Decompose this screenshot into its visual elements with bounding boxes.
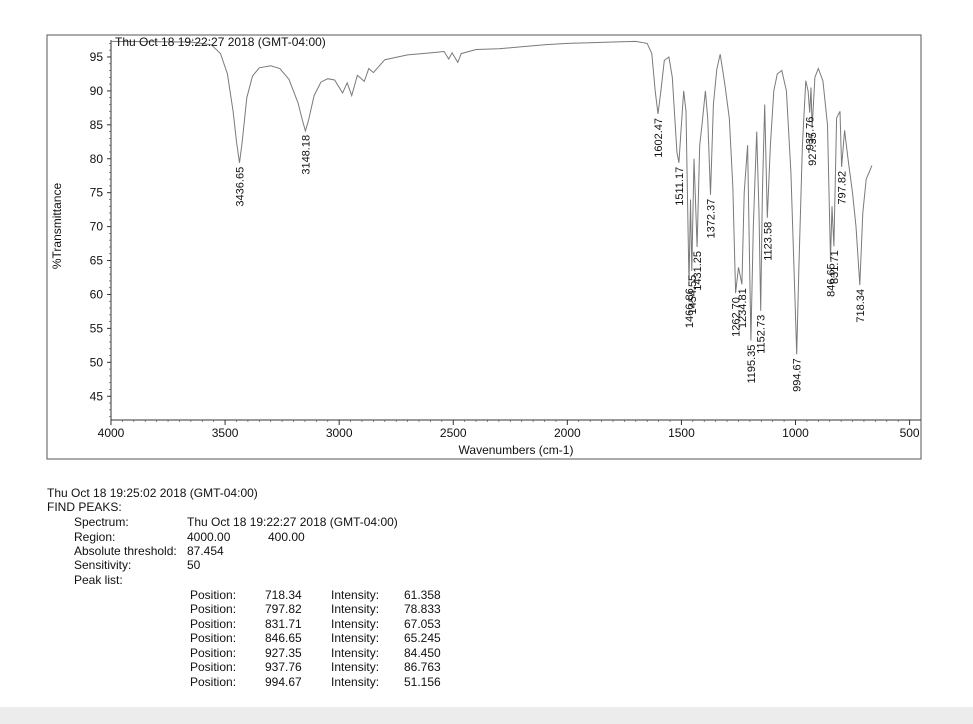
- region-field-label: Region:: [74, 530, 116, 544]
- intensity-label: Intensity:: [331, 675, 380, 689]
- intensity-label: Intensity:: [331, 660, 380, 674]
- x-tick-label: 3500: [212, 426, 239, 440]
- spectrum-field-value: Thu Oct 18 19:22:27 2018 (GMT-04:00): [187, 515, 398, 529]
- y-tick-label: 55: [90, 321, 104, 335]
- peak-label: 1511.17: [674, 167, 686, 206]
- peak-label: 1602.47: [653, 118, 665, 158]
- position-value: 797.82: [265, 602, 302, 616]
- peak-label: 927.35: [807, 132, 819, 166]
- peak-label: 797.82: [837, 171, 849, 205]
- y-tick-label: 90: [90, 84, 104, 98]
- chart-title: Thu Oct 18 19:22:27 2018 (GMT-04:00): [115, 35, 326, 49]
- position-label: Position:: [190, 588, 237, 602]
- intensity-value: 84.450: [404, 646, 441, 660]
- spectrum-field-label: Spectrum:: [74, 515, 129, 529]
- peak-label: 1466.86: [684, 288, 696, 328]
- peak-label: 3436.65: [235, 167, 247, 207]
- intensity-label: Intensity:: [331, 631, 380, 645]
- plot-frame: [46, 34, 922, 460]
- position-value: 937.76: [265, 660, 302, 674]
- position-label: Position:: [190, 617, 237, 631]
- peak-label: 1262.70: [731, 297, 743, 337]
- intensity-label: Intensity:: [331, 646, 380, 660]
- region-field-end: 400.00: [268, 530, 305, 544]
- x-tick-label: 4000: [98, 426, 125, 440]
- y-tick-label: 80: [90, 152, 104, 166]
- y-tick-label: 85: [90, 118, 104, 132]
- x-tick-label: 3000: [326, 426, 353, 440]
- spectrum-line: [110, 40, 873, 355]
- intensity-label: Intensity:: [331, 588, 380, 602]
- position-label: Position:: [190, 631, 237, 645]
- position-value: 846.65: [265, 631, 302, 645]
- position-label: Position:: [190, 660, 237, 674]
- spectrum-report-page: 4000 3500 3000 2500 2000 1500 1000 500 45 50 55 60 6…: [0, 0, 973, 707]
- x-tick-label: 500: [900, 426, 920, 440]
- position-value: 718.34: [265, 588, 302, 602]
- peak-label: 1234.81: [737, 288, 749, 328]
- y-tick-label: 75: [90, 186, 104, 200]
- x-tick-label: 1000: [782, 426, 809, 440]
- y-tick-label: 60: [90, 287, 104, 301]
- peak-label: 1195.35: [746, 345, 758, 384]
- peak-label: 831.71: [829, 250, 841, 284]
- sensitivity-field-value: 50: [187, 558, 201, 572]
- peak-label: 846.65: [826, 263, 838, 297]
- peak-label: 718.34: [855, 289, 867, 323]
- report-timestamp: Thu Oct 18 19:25:02 2018 (GMT-04:00): [47, 486, 258, 500]
- y-tick-label: 65: [90, 254, 104, 268]
- y-tick-label: 95: [90, 50, 104, 64]
- sensitivity-field-label: Sensitivity:: [74, 558, 132, 572]
- peak-label: 1123.58: [762, 222, 774, 261]
- ir-spectrum-chart: 4000 3500 3000 2500 2000 1500 1000 500 45 50 55 60 6…: [46, 34, 922, 460]
- x-tick-label: 2000: [554, 426, 581, 440]
- threshold-field-value: 87.454: [187, 544, 224, 558]
- intensity-value: 51.156: [404, 675, 441, 689]
- threshold-field-label: Absolute threshold:: [74, 544, 177, 558]
- intensity-label: Intensity:: [331, 602, 380, 616]
- peak-label: 994.67: [792, 358, 804, 392]
- peak-label: 1431.25: [692, 251, 704, 291]
- x-tick-label: 2500: [440, 426, 467, 440]
- position-value: 994.67: [265, 675, 302, 689]
- intensity-value: 67.053: [404, 617, 441, 631]
- region-field-start: 4000.00: [187, 530, 231, 544]
- peak-list-label: Peak list:: [74, 573, 123, 587]
- intensity-value: 78.833: [404, 602, 441, 616]
- intensity-value: 86.763: [404, 660, 441, 674]
- intensity-value: 61.358: [404, 588, 441, 602]
- y-tick-label: 70: [90, 220, 104, 234]
- peak-label: 937.76: [805, 117, 817, 151]
- intensity-label: Intensity:: [331, 617, 380, 631]
- peak-label: 1372.37: [706, 199, 718, 239]
- position-value: 831.71: [265, 617, 302, 631]
- x-tick-label: 1500: [668, 426, 695, 440]
- y-axis-label: %Transmittance: [50, 183, 64, 270]
- peak-label: 3148.18: [300, 135, 312, 175]
- report-heading: FIND PEAKS:: [47, 500, 122, 514]
- y-tick-label: 45: [90, 389, 104, 403]
- position-value: 927.35: [265, 646, 302, 660]
- x-axis-label: Wavenumbers (cm-1): [459, 443, 574, 457]
- y-tick-label: 50: [90, 355, 104, 369]
- intensity-value: 65.245: [404, 631, 441, 645]
- peak-label: 1454.55: [687, 275, 699, 315]
- position-label: Position:: [190, 675, 237, 689]
- peak-label: 1152.73: [756, 315, 768, 354]
- position-label: Position:: [190, 646, 237, 660]
- position-label: Position:: [190, 602, 237, 616]
